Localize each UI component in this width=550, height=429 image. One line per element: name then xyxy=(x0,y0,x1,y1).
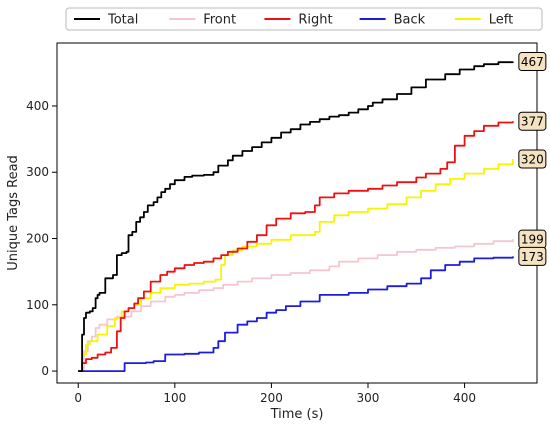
x-tick-label: 300 xyxy=(357,391,380,405)
end-label-box xyxy=(518,149,547,169)
y-tick-label: 300 xyxy=(26,165,49,179)
series-line-left xyxy=(78,159,514,372)
end-label-box xyxy=(518,111,547,131)
series-line-total xyxy=(78,61,514,372)
y-tick-label: 100 xyxy=(26,298,49,312)
x-tick-label: 100 xyxy=(163,391,186,405)
legend-label: Front xyxy=(203,13,236,28)
end-label-layer: 467 377 320 199 173 xyxy=(518,52,547,266)
legend-item-total: Total xyxy=(74,13,138,28)
end-label-text: 199 xyxy=(521,233,544,247)
series-line-back xyxy=(78,256,514,372)
legend-label: Total xyxy=(107,13,138,28)
legend-label: Left xyxy=(489,13,513,28)
end-label-box xyxy=(518,52,547,72)
end-label-text: 377 xyxy=(521,115,544,129)
legend-item-front: Front xyxy=(169,13,236,28)
end-label-left: 320 xyxy=(518,149,547,169)
end-label-right: 377 xyxy=(518,111,547,131)
x-axis-label: Time (s) xyxy=(270,407,324,422)
end-label-text: 467 xyxy=(521,55,544,69)
x-tick-label: 400 xyxy=(453,391,476,405)
end-label-text: 173 xyxy=(521,250,544,264)
ticks-layer: 0 100 200 300 400 0 100 200 300 400 xyxy=(26,99,476,405)
x-tick-label: 200 xyxy=(260,391,283,405)
legend-label: Back xyxy=(394,13,426,28)
end-label-box xyxy=(518,246,547,266)
y-tick-label: 0 xyxy=(41,364,49,378)
y-tick-label: 200 xyxy=(26,232,49,246)
legend-item-left: Left xyxy=(454,13,513,28)
end-label-front: 199 xyxy=(518,229,547,249)
x-tick-label: 0 xyxy=(74,391,82,405)
y-axis-label: Unique Tags Read xyxy=(6,155,21,271)
legend: Total Front Right Back Left xyxy=(65,7,543,31)
series-line-right xyxy=(78,121,514,372)
end-label-back: 173 xyxy=(518,246,547,266)
plot-frame xyxy=(56,42,538,384)
legend-box xyxy=(65,7,543,31)
legend-label: Right xyxy=(298,13,332,28)
end-label-total: 467 xyxy=(518,52,547,72)
y-tick-label: 400 xyxy=(26,99,49,113)
end-label-text: 320 xyxy=(521,152,544,166)
series-line-front xyxy=(78,239,514,372)
legend-item-right: Right xyxy=(264,13,333,28)
legend-item-back: Back xyxy=(359,13,426,28)
series-layer xyxy=(78,61,514,372)
